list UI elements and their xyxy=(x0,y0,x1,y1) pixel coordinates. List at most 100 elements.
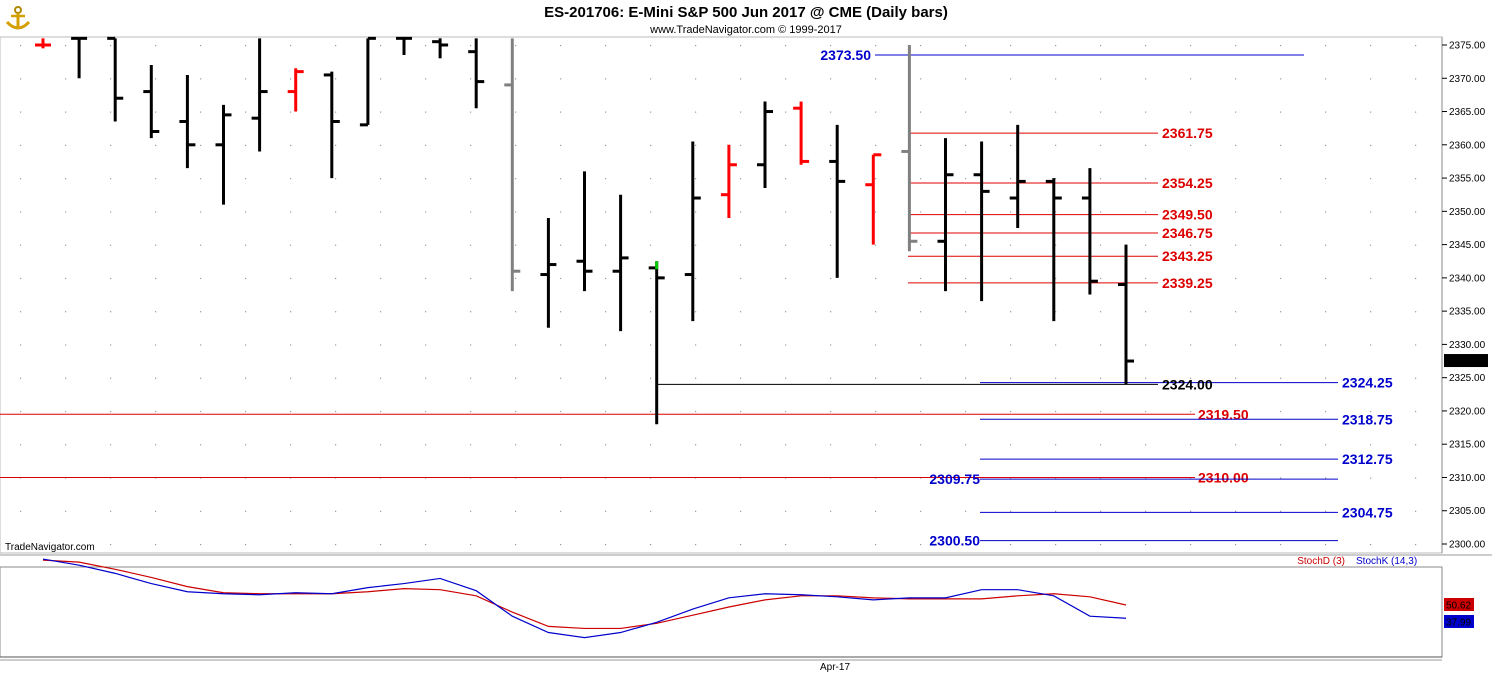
grid-dot xyxy=(335,45,337,47)
y-tick-label: 2360.00 xyxy=(1449,140,1486,151)
grid-dot xyxy=(335,78,337,80)
grid-dot xyxy=(965,377,967,379)
grid-dot xyxy=(1280,544,1282,546)
grid-dot xyxy=(20,544,22,546)
grid-dot xyxy=(650,45,652,47)
y-tick-label: 2320.00 xyxy=(1449,406,1486,417)
stoch-lines: 50.62 37.99 xyxy=(42,558,1474,639)
grid-dot xyxy=(830,410,832,413)
grid-dot xyxy=(560,244,562,246)
grid-dot xyxy=(65,78,67,80)
grid-dot xyxy=(110,477,112,479)
grid-dot xyxy=(380,244,382,246)
y-tick-label: 2315.00 xyxy=(1449,440,1486,451)
grid-dot xyxy=(470,111,472,113)
grid-dot xyxy=(515,344,517,346)
grid-dot xyxy=(875,277,877,280)
grid-dot xyxy=(1055,78,1057,80)
grid-dot xyxy=(740,78,742,80)
grid-dot xyxy=(155,544,157,546)
grid-dot xyxy=(20,444,22,446)
grid-dot xyxy=(155,45,157,47)
grid-dot xyxy=(290,311,292,313)
grid-dot xyxy=(740,444,742,446)
grid-dot xyxy=(740,410,742,413)
grid-dot xyxy=(650,410,652,413)
y-tick-label: 2355.00 xyxy=(1449,174,1486,185)
grid-dot xyxy=(1235,510,1237,512)
grid-dot xyxy=(65,510,67,512)
grid-dot xyxy=(155,111,157,113)
y-tick-label: 2340.00 xyxy=(1449,273,1486,284)
grid-dot xyxy=(1370,45,1372,47)
grid-dot xyxy=(20,178,22,180)
grid-dot xyxy=(1415,410,1417,413)
grid-dot xyxy=(695,311,697,313)
grid-dot xyxy=(785,144,787,146)
grid-dot xyxy=(1280,444,1282,446)
grid-dot xyxy=(380,144,382,146)
grid-dot xyxy=(1190,178,1192,180)
grid-dot xyxy=(1370,211,1372,213)
grid-dot xyxy=(20,311,22,313)
grid-dot xyxy=(695,178,697,180)
blue-level-label: 2300.50 xyxy=(929,533,980,549)
grid-dot xyxy=(1190,344,1192,346)
grid-dot xyxy=(425,111,427,113)
ohlc-bar xyxy=(504,38,521,292)
grid-dot xyxy=(425,544,427,546)
grid-dot xyxy=(1010,477,1012,479)
grid-dot xyxy=(875,45,877,47)
grid-dot xyxy=(1325,544,1327,546)
grid-dot xyxy=(1280,111,1282,113)
grid-dot xyxy=(65,477,67,479)
grid-dot xyxy=(785,544,787,546)
ohlc-bar xyxy=(287,68,304,112)
grid-dot xyxy=(1325,344,1327,346)
red-level-label: 2346.75 xyxy=(1162,225,1213,241)
stochd-badge xyxy=(1444,598,1474,611)
grid-dot xyxy=(200,277,202,280)
ohlc-bar xyxy=(107,36,124,122)
grid-dot xyxy=(1190,544,1192,546)
grid-dot xyxy=(290,444,292,446)
grid-dot xyxy=(650,510,652,512)
grid-dot xyxy=(605,277,607,280)
grid-dot xyxy=(695,344,697,346)
grid-dot xyxy=(605,344,607,346)
grid-dot xyxy=(245,78,247,80)
grid-dot xyxy=(425,78,427,80)
grid-dot xyxy=(830,45,832,47)
grid-dot xyxy=(1010,178,1012,180)
grid-dot xyxy=(290,544,292,546)
grid-dot xyxy=(20,111,22,113)
grid-dot xyxy=(965,244,967,246)
grid-dot xyxy=(1235,444,1237,446)
grid-dot xyxy=(20,244,22,246)
grid-dot xyxy=(470,144,472,146)
grid-dot xyxy=(65,277,67,280)
grid-dot xyxy=(1055,377,1057,379)
grid-dot xyxy=(515,277,517,280)
red-level-label: 2339.25 xyxy=(1162,275,1213,291)
grid-dot xyxy=(110,211,112,213)
grid-dot xyxy=(470,510,472,512)
grid-dot xyxy=(695,477,697,479)
grid-dot xyxy=(965,311,967,313)
grid-dot xyxy=(875,544,877,546)
grid-dot xyxy=(1325,510,1327,512)
grid-dot xyxy=(110,311,112,313)
grid-dot xyxy=(1370,377,1372,379)
grid-dot xyxy=(425,477,427,479)
grid-dot xyxy=(920,244,922,246)
grid-dot xyxy=(425,144,427,146)
grid-dot xyxy=(965,277,967,280)
grid-dot xyxy=(470,544,472,546)
grid-dot xyxy=(1235,211,1237,213)
ohlc-bar xyxy=(973,141,990,302)
grid-dot xyxy=(1100,510,1102,512)
ohlc-bar xyxy=(1118,244,1134,385)
grid-dot xyxy=(1010,211,1012,213)
grid-dot xyxy=(470,45,472,47)
grid-dot xyxy=(515,111,517,113)
